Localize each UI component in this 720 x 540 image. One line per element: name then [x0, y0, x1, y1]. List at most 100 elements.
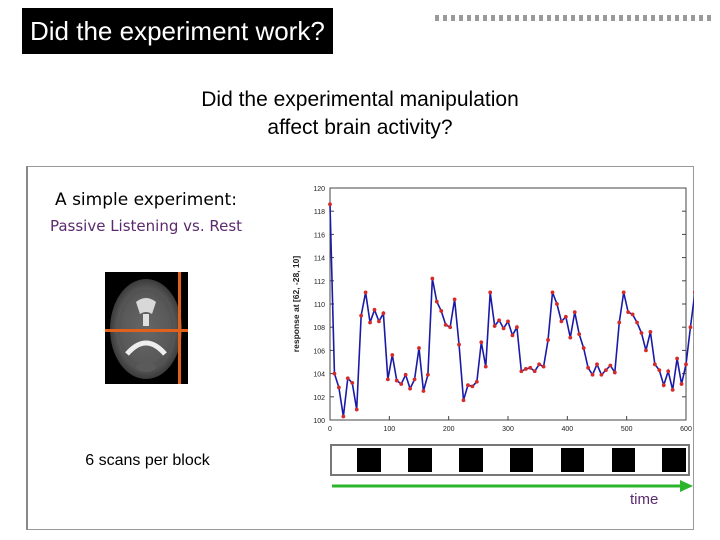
data-point	[492, 324, 497, 328]
data-point	[546, 338, 550, 342]
block-design-timeline	[330, 444, 690, 476]
data-point	[430, 276, 435, 281]
data-point	[479, 340, 484, 345]
slide-subtitle: Did the experimental manipulation affect…	[130, 86, 590, 142]
data-point	[341, 414, 346, 419]
data-point	[639, 331, 644, 335]
block-on	[660, 446, 688, 474]
experiment-subtitle: Passive Listening vs. Rest	[49, 217, 243, 235]
data-point	[519, 369, 524, 374]
block-off	[332, 446, 356, 474]
data-point	[661, 383, 666, 388]
ventricle-upper	[136, 298, 156, 314]
brain-scan-image	[105, 272, 188, 384]
block-on	[609, 446, 638, 474]
data-point	[679, 382, 684, 386]
data-point	[377, 319, 381, 324]
block-on	[558, 446, 587, 474]
data-point	[426, 372, 430, 377]
data-point	[550, 290, 555, 295]
x-tick-label: 400	[561, 426, 573, 433]
data-point	[381, 311, 386, 316]
data-point	[581, 346, 586, 350]
data-point	[515, 325, 519, 330]
figure-frame	[26, 166, 694, 530]
data-point	[537, 362, 542, 367]
data-point	[328, 202, 332, 207]
ventricle-middle	[143, 314, 149, 326]
data-point	[693, 290, 694, 295]
data-point	[599, 372, 604, 377]
data-point	[412, 377, 417, 382]
data-point	[595, 362, 599, 367]
x-tick-label: 300	[502, 426, 514, 433]
data-point	[337, 385, 341, 390]
data-point	[648, 329, 653, 334]
y-tick-label: 108	[313, 325, 325, 332]
data-point	[408, 386, 412, 391]
ventricle-lower	[125, 340, 167, 356]
data-point	[617, 320, 622, 325]
data-point	[608, 363, 613, 368]
data-point	[501, 326, 506, 331]
block-off	[586, 446, 610, 474]
dotted-divider	[435, 15, 715, 21]
slide-title: Did the experiment work?	[22, 8, 333, 54]
data-point	[403, 372, 408, 377]
data-point	[394, 378, 399, 383]
data-point	[452, 297, 457, 302]
y-tick-label: 112	[314, 279, 325, 286]
y-tick-label: 106	[313, 348, 325, 355]
block-on	[507, 446, 536, 474]
subtitle-line-1: Did the experimental manipulation	[201, 88, 519, 111]
x-tick-label: 600	[680, 426, 692, 433]
block-on	[355, 446, 383, 474]
block-off	[484, 446, 508, 474]
x-tick-label: 0	[328, 426, 332, 433]
y-tick-label: 118	[314, 209, 325, 216]
data-point	[666, 369, 671, 374]
data-point	[528, 365, 533, 370]
block-on	[457, 446, 485, 474]
data-point	[372, 307, 377, 312]
data-point	[483, 364, 488, 369]
data-point	[657, 368, 662, 373]
data-point	[434, 299, 439, 304]
y-tick-label: 102	[313, 395, 325, 402]
series-line	[329, 204, 694, 417]
x-tick-label: 200	[443, 426, 455, 433]
data-point	[488, 290, 493, 295]
data-point	[604, 368, 608, 373]
data-point	[345, 376, 350, 381]
data-point	[621, 290, 626, 295]
data-point	[421, 389, 426, 393]
y-tick-label: 114	[314, 256, 325, 263]
data-point	[350, 380, 355, 385]
data-point	[684, 362, 688, 367]
data-point	[332, 371, 337, 376]
data-point	[417, 346, 421, 350]
subtitle-line-2: affect brain activity?	[267, 116, 453, 139]
y-axis-label: response at [62, -28, 10]	[291, 256, 301, 353]
data-point	[354, 407, 359, 412]
y-tick-label: 100	[313, 418, 325, 425]
data-point	[652, 362, 657, 367]
scans-per-block-label: 6 scans per block	[85, 452, 210, 469]
data-point	[510, 333, 515, 338]
data-point	[399, 382, 404, 386]
data-point	[612, 370, 617, 375]
block-off	[433, 446, 458, 474]
data-point	[457, 342, 461, 347]
data-point	[635, 320, 639, 325]
data-point	[630, 312, 635, 317]
y-tick-label: 104	[313, 372, 325, 379]
brain-scan-graphic	[110, 279, 182, 379]
data-point	[390, 353, 395, 357]
plot-area	[329, 187, 687, 421]
time-arrow-head	[680, 480, 693, 492]
data-point	[474, 379, 479, 384]
time-label: time	[630, 491, 659, 508]
brain-posterior	[136, 362, 156, 372]
data-point	[644, 348, 648, 353]
